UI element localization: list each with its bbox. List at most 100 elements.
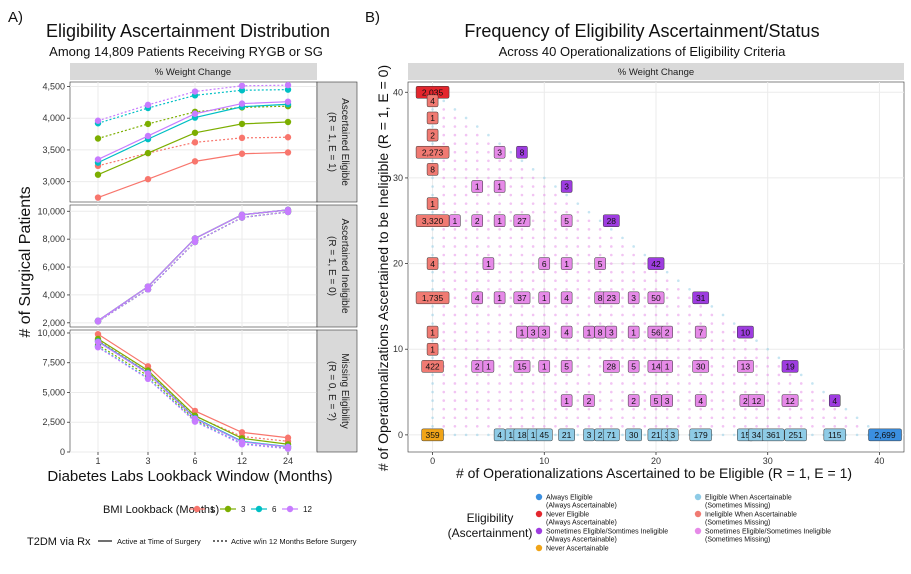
frequency-label-text: 19 <box>785 362 795 372</box>
panel-b-tag: B) <box>365 9 380 26</box>
possible-combination-dot <box>677 416 680 420</box>
possible-combination-dot <box>442 390 446 394</box>
possible-combination-dot <box>721 330 725 334</box>
possible-combination-dot <box>643 382 647 385</box>
possible-combination-dot <box>565 202 568 205</box>
possible-combination-dot <box>610 390 613 394</box>
possible-combination-dot <box>520 356 524 360</box>
possible-combination-dot <box>531 210 535 214</box>
possible-combination-dot <box>710 416 714 420</box>
possible-combination-dot <box>744 347 747 351</box>
facet-strip-line: Missing Eligibility <box>339 353 350 429</box>
frequency-label-text: 4 <box>564 293 569 303</box>
eligibility-legend-dot <box>694 527 702 535</box>
frequency-label-text: 4 <box>497 430 502 440</box>
frequency-label-14-4: 2 <box>583 394 595 407</box>
possible-combination-dot <box>732 416 736 420</box>
possible-combination-dot <box>565 253 568 257</box>
possible-combination-dot <box>464 373 468 377</box>
possible-combination-dot <box>565 279 568 283</box>
frequency-label-text: 2 <box>587 396 592 406</box>
possible-combination-dot <box>587 228 591 231</box>
possible-combination-dot <box>744 373 747 377</box>
eligibility-legend-label: Sometimes Eligible/Sometimes Ineligible(… <box>705 529 831 544</box>
possible-combination-dot <box>487 373 490 377</box>
possible-combination-dot <box>766 399 770 402</box>
possible-combination-dot <box>464 210 468 214</box>
possible-combination-dot <box>587 347 591 351</box>
possible-combination-dot <box>554 228 557 231</box>
frequency-label-12-20: 1 <box>560 257 573 270</box>
frequency-label-4-25: 2 <box>471 214 484 227</box>
data-point <box>94 338 102 346</box>
possible-combination-dot <box>688 373 691 377</box>
frequency-label-text: 4 <box>564 327 569 337</box>
frequency-label-15-20: 5 <box>594 257 606 270</box>
possible-combination-dot <box>453 185 457 188</box>
frequency-label-text: 21 <box>562 430 572 440</box>
frequency-label-18-0: 30 <box>625 428 643 442</box>
possible-combination-dot <box>442 399 446 402</box>
possible-combination-dot <box>431 245 434 248</box>
possible-combination-dot <box>598 322 602 325</box>
bmi-legend-label: 6 <box>272 505 277 514</box>
possible-combination-dot <box>453 390 457 394</box>
possible-combination-dot <box>442 305 446 308</box>
bmi-legend-label: 12 <box>303 505 312 514</box>
frequency-label-12-4: 1 <box>560 394 573 407</box>
possible-combination-dot <box>542 347 546 351</box>
possible-combination-dot <box>431 228 434 231</box>
possible-combination-dot <box>453 322 457 325</box>
possible-combination-dot <box>498 322 501 325</box>
possible-combination-dot <box>721 382 725 385</box>
y-tick-label: 7,500 <box>42 358 65 368</box>
possible-combination-dot <box>665 305 669 308</box>
possible-combination-dot <box>431 382 434 385</box>
frequency-label-box <box>560 214 573 227</box>
possible-combination-dot <box>475 407 479 411</box>
possible-combination-dot <box>665 382 669 385</box>
frequency-label-box <box>426 163 439 176</box>
frequency-label-text: 1 <box>564 396 569 406</box>
frequency-label-10-0: 45 <box>535 428 553 442</box>
possible-combination-dot <box>442 253 446 257</box>
frequency-label-box <box>694 325 707 339</box>
possible-combination-dot <box>531 313 535 317</box>
possible-combination-dot <box>587 210 591 214</box>
frequency-label-9-12: 3 <box>527 325 539 339</box>
possible-combination-dot <box>621 262 624 265</box>
frequency-label-text: 27 <box>517 216 527 226</box>
possible-combination-dot <box>710 339 714 342</box>
possible-combination-dot <box>464 365 468 368</box>
frequency-label-32.5-0: 251 <box>784 428 807 442</box>
possible-combination-dot <box>811 433 814 437</box>
possible-combination-dot <box>554 210 557 214</box>
possible-combination-dot <box>721 373 725 377</box>
possible-combination-dot <box>542 322 546 325</box>
possible-combination-dot <box>665 270 669 274</box>
possible-combination-dot <box>442 125 446 128</box>
frequency-label-text: 2,035 <box>422 87 444 97</box>
possible-combination-dot <box>464 356 468 360</box>
possible-combination-dot <box>654 373 658 377</box>
possible-combination-dot <box>632 322 635 325</box>
possible-combination-dot <box>688 305 691 308</box>
frequency-label-text: 4 <box>430 96 435 106</box>
facet-strip-label: Ascertained Eligible(R = 1, E = 1) <box>326 98 350 186</box>
possible-combination-dot <box>542 373 546 377</box>
possible-combination-dot <box>565 407 568 411</box>
y-tick-label: 0 <box>60 447 65 457</box>
possible-combination-dot <box>576 339 580 342</box>
data-point <box>144 175 152 183</box>
possible-combination-dot <box>431 339 434 342</box>
t2dm-dotted-label: Active w/in 12 Months Before Surgery <box>231 537 357 546</box>
data-point <box>94 344 102 351</box>
bmi-legend-label: 3 <box>241 505 246 514</box>
frequency-label-16-16: 23 <box>602 291 620 305</box>
possible-combination-dot <box>498 425 501 428</box>
possible-combination-dot <box>777 382 781 385</box>
frequency-label-box <box>602 214 620 227</box>
possible-combination-dot <box>542 313 546 317</box>
possible-combination-dot <box>509 193 513 197</box>
y-tick-label: 40 <box>393 87 403 97</box>
